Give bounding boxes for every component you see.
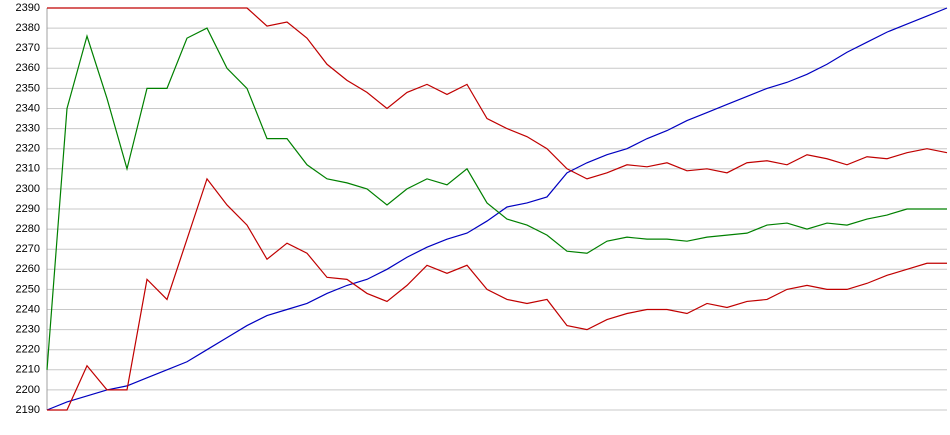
y-tick-label: 2350 bbox=[16, 82, 40, 94]
y-tick-label: 2390 bbox=[16, 2, 40, 14]
y-tick-label: 2300 bbox=[16, 183, 40, 195]
y-tick-label: 2240 bbox=[16, 303, 40, 315]
series-line bbox=[46, 7, 948, 411]
y-tick-label: 2260 bbox=[16, 263, 40, 275]
y-tick-label: 2280 bbox=[16, 223, 40, 235]
y-tick-label: 2230 bbox=[16, 324, 40, 336]
y-tick-label: 2200 bbox=[16, 384, 40, 396]
y-tick-label: 2210 bbox=[16, 364, 40, 376]
y-tick-label: 2330 bbox=[16, 123, 40, 135]
y-tick-label: 2290 bbox=[16, 203, 40, 215]
y-tick-label: 2380 bbox=[16, 22, 40, 34]
y-tick-label: 2310 bbox=[16, 163, 40, 175]
y-tick-label: 2250 bbox=[16, 283, 40, 295]
y-tick-label: 2270 bbox=[16, 243, 40, 255]
series-line bbox=[47, 7, 948, 180]
y-tick-label: 2190 bbox=[16, 404, 40, 416]
y-tick-label: 2360 bbox=[16, 62, 40, 74]
y-tick-label: 2370 bbox=[16, 42, 40, 54]
y-tick-label: 2320 bbox=[16, 143, 40, 155]
series-line bbox=[47, 177, 947, 411]
series-line bbox=[46, 27, 947, 370]
y-tick-label: 2220 bbox=[16, 344, 40, 356]
y-tick-label: 2340 bbox=[16, 102, 40, 114]
